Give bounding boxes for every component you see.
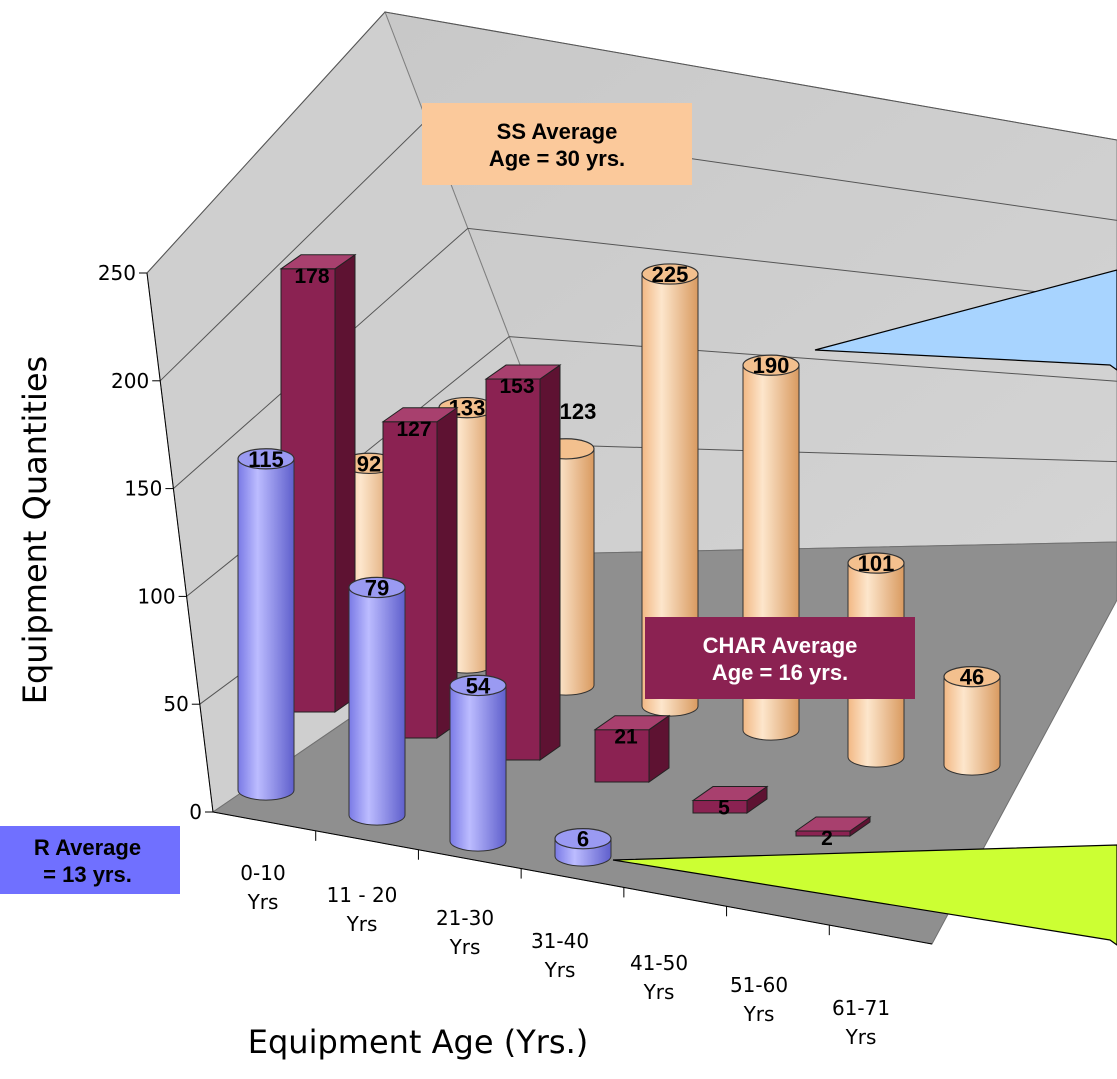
blue-pointer-callout xyxy=(814,269,1117,371)
blue-bar-label: 79 xyxy=(365,575,389,600)
char-average-callout-line1: CHAR Average xyxy=(703,633,858,658)
ss-average-callout-line2: Age = 30 yrs. xyxy=(489,146,625,171)
blue-bar-label: 6 xyxy=(577,827,589,852)
blue-bar-label: 54 xyxy=(466,673,491,698)
ss-bar-label: 225 xyxy=(652,262,689,287)
gridline xyxy=(173,227,1117,489)
char-bar-top xyxy=(691,786,769,802)
y-tick-label: 0 xyxy=(189,800,202,824)
blue-bar: 6 xyxy=(554,827,612,867)
gridline xyxy=(146,11,1117,274)
ss-bar-top xyxy=(641,263,699,285)
char-bar-top xyxy=(381,407,459,423)
x-category-line2: Yrs xyxy=(643,980,675,1004)
blue-average-callout: R Average= 13 yrs. xyxy=(0,826,180,894)
char-bar-label: 21 xyxy=(614,726,638,749)
x-category-label: 51-60 Yrs xyxy=(730,973,788,1026)
char-bar-top xyxy=(279,254,357,270)
blue-bar-top xyxy=(449,674,507,697)
x-category-line1: 0-10 xyxy=(240,861,285,885)
char-bar: 5 xyxy=(691,785,769,820)
y-tick-label: 150 xyxy=(124,477,162,501)
char-bar-label: 178 xyxy=(294,265,329,288)
x-category-label: 61-71 Yrs xyxy=(832,996,890,1049)
ss-bar-top xyxy=(847,552,905,574)
ss-bar: 225 xyxy=(641,262,699,717)
char-bar-top xyxy=(593,715,671,731)
ss-bar-label: 190 xyxy=(753,353,790,378)
char-bar-front xyxy=(594,729,650,783)
x-axis-line xyxy=(212,811,933,945)
x-axis-title: Equipment Age (Yrs.) xyxy=(248,1023,588,1061)
ss-bar-top xyxy=(742,354,800,376)
y-axis-line xyxy=(146,272,214,813)
blue-bar-body xyxy=(348,586,406,826)
green-pointer-callout xyxy=(612,844,1117,946)
char-bar-top xyxy=(794,816,872,832)
x-category-line2: Yrs xyxy=(346,912,378,936)
blue-bar-body xyxy=(449,684,507,852)
x-category-line1: 61-71 xyxy=(832,996,890,1020)
blue-bar: 115 xyxy=(237,447,295,801)
ss-bar-label: 46 xyxy=(960,665,984,690)
ss-average-callout-box xyxy=(422,103,692,185)
y-tick-label: 50 xyxy=(163,692,188,716)
char-bar-label: 153 xyxy=(499,375,534,398)
ss-bar-label: 92 xyxy=(357,451,381,476)
x-category-label: 21-30 Yrs xyxy=(436,906,494,959)
blue-average-callout-line2: = 13 yrs. xyxy=(43,862,132,887)
ss-bar-label: 123 xyxy=(560,399,597,424)
x-category-line1: 41-50 xyxy=(630,951,688,975)
char-average-callout-box xyxy=(645,617,915,699)
x-category-label: 11 - 20 Yrs xyxy=(327,883,398,936)
x-category-line1: 21-30 xyxy=(436,906,494,930)
gridlines xyxy=(146,11,1117,705)
char-average-callout-line2: Age = 16 yrs. xyxy=(712,660,848,685)
y-tick-label: 100 xyxy=(137,584,175,608)
char-bar-side xyxy=(539,364,561,761)
char-bar-label: 2 xyxy=(821,827,833,850)
x-category-label: 31-40 Yrs xyxy=(531,929,589,982)
x-category-label: 0-10 Yrs xyxy=(240,861,285,914)
y-axis-title: Equipment Quantities xyxy=(16,356,54,704)
blue-bar-label: 115 xyxy=(248,447,284,472)
x-category-line1: 31-40 xyxy=(531,929,589,953)
y-tick-label: 200 xyxy=(111,369,149,393)
axes xyxy=(139,272,933,945)
x-category-line2: Yrs xyxy=(544,958,576,982)
x-category-line1: 51-60 xyxy=(730,973,788,997)
x-category-line2: Yrs xyxy=(247,890,279,914)
blue-bar-body xyxy=(237,458,295,801)
ss-bar-body xyxy=(943,676,1001,776)
x-category-line2: Yrs xyxy=(743,1002,775,1026)
char-bar: 2 xyxy=(794,816,872,850)
axis-text: 0 50 100 150 200 250 0-10 Yrs 11 - 20 Yrs 21-30 Yrs… xyxy=(16,261,890,1061)
x-category-line2: Yrs xyxy=(449,935,481,959)
ss-bar-top xyxy=(943,665,1001,688)
char-bar-label: 127 xyxy=(396,418,431,441)
blue-bar: 54 xyxy=(449,673,507,852)
ss-average-callout-line1: SS Average xyxy=(497,119,618,144)
x-category-line1: 11 - 20 xyxy=(327,883,398,907)
blue-bar-top xyxy=(237,448,295,470)
x-category-line2: Yrs xyxy=(845,1025,877,1049)
x-category-label: 41-50 Yrs xyxy=(630,951,688,1004)
blue-bar-top xyxy=(554,828,612,850)
char-bar-top xyxy=(484,364,562,380)
char-bar-label: 5 xyxy=(718,797,730,820)
y-tick-label: 250 xyxy=(98,261,136,285)
ss-bar-label: 101 xyxy=(858,551,895,576)
blue-bar: 79 xyxy=(348,575,406,826)
char-bar: 21 xyxy=(593,714,671,783)
blue-average-callout-box xyxy=(0,826,180,894)
blue-bar-top xyxy=(348,576,406,599)
blue-average-callout-line1: R Average xyxy=(34,835,141,860)
ss-bar: 46 xyxy=(943,665,1001,776)
ss-bar-body xyxy=(641,273,699,717)
